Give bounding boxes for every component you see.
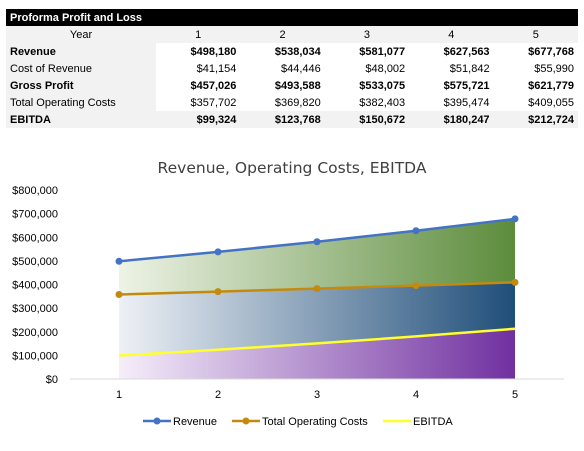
y-tick-label: $700,000 — [12, 209, 58, 221]
y-tick-label: $100,000 — [12, 350, 58, 362]
x-tick-label: 1 — [116, 389, 122, 401]
row-value: $357,702 — [190, 96, 237, 109]
row-value: $55,990 — [534, 62, 574, 75]
data-point — [214, 248, 222, 256]
table-row: Total Operating Costs $357,702 $369,820 $38… — [6, 94, 578, 111]
table-row: Gross Profit $457,026 $493,588 $533,075 $575… — [6, 77, 578, 94]
y-tick-label: $200,000 — [12, 327, 58, 339]
row-label: Total Operating Costs — [6, 94, 156, 111]
y-tick-label: $300,000 — [12, 303, 58, 315]
row-value: $99,324 — [156, 111, 241, 128]
y-tick-label: $800,000 — [12, 185, 58, 197]
row-value: $369,820 — [274, 96, 321, 109]
year-header: 1 — [156, 26, 241, 43]
data-point — [115, 290, 123, 298]
chart-areas — [70, 218, 564, 380]
row-label: Gross Profit — [6, 77, 156, 94]
legend-marker — [153, 417, 161, 425]
row-value: $382,403 — [359, 96, 406, 109]
chart-legend: Revenue Total Operating Costs EBITDA — [143, 416, 453, 428]
year-header: 5 — [493, 26, 578, 43]
x-tick-label: 5 — [512, 389, 518, 401]
row-value: $48,002 — [365, 62, 406, 75]
data-point — [511, 215, 519, 223]
data-point — [412, 227, 420, 235]
row-value: $621,779 — [528, 79, 574, 92]
x-tick-label: 2 — [215, 389, 221, 401]
row-value: $150,672 — [324, 111, 410, 128]
y-tick-label: $400,000 — [12, 280, 58, 292]
data-point — [511, 278, 519, 286]
row-value: $533,075 — [359, 79, 406, 92]
legend-label: Total Operating Costs — [262, 416, 368, 428]
row-value: $581,077 — [359, 45, 406, 58]
x-axis: 1 2 3 4 5 — [116, 389, 518, 401]
legend-marker — [242, 417, 250, 425]
ebitda-area — [119, 328, 515, 379]
row-value: $395,474 — [443, 96, 490, 109]
y-axis: $0 $100,000 $200,000 $300,000 $400,000 $500,0… — [12, 185, 58, 386]
row-value: $123,768 — [240, 111, 325, 128]
row-value: $41,154 — [196, 62, 237, 75]
row-value: $212,724 — [493, 111, 578, 128]
data-point — [214, 288, 222, 296]
chart-title: Revenue, Operating Costs, EBITDA — [158, 159, 427, 177]
x-tick-label: 3 — [314, 389, 320, 401]
revenue-area — [119, 218, 515, 295]
row-value: $493,588 — [274, 79, 321, 92]
x-tick-label: 4 — [413, 389, 419, 401]
row-value: $627,563 — [443, 45, 490, 58]
year-header: 3 — [324, 26, 410, 43]
table-row: Cost of Revenue $41,154 $44,446 $48,002 $51,… — [6, 60, 578, 77]
row-label: Cost of Revenue — [6, 60, 156, 77]
row-value: $498,180 — [190, 45, 237, 58]
chart-lines — [115, 215, 519, 357]
y-tick-label: $500,000 — [12, 256, 58, 268]
y-tick-label: $600,000 — [12, 232, 58, 244]
table-title: Proforma Profit and Loss — [6, 9, 578, 26]
row-value: $44,446 — [281, 62, 321, 75]
data-point — [313, 238, 321, 246]
revenue-costs-ebitda-chart: Revenue, Operating Costs, EBITDA $0 $100,… — [12, 159, 564, 428]
row-value: $409,055 — [528, 96, 574, 109]
row-label: EBITDA — [6, 111, 156, 128]
row-value: $180,247 — [409, 111, 494, 128]
legend-label: EBITDA — [413, 416, 453, 428]
profit-loss-table: Proforma Profit and Loss Year 1 2 3 4 5 Revenue… — [6, 9, 578, 128]
row-value: $51,842 — [449, 62, 490, 75]
row-value: $575,721 — [443, 79, 490, 92]
year-label: Year — [6, 26, 156, 43]
series-line — [118, 327, 516, 357]
year-header-row: Year 1 2 3 4 5 — [6, 26, 578, 43]
year-header: 2 — [240, 26, 325, 43]
operating-costs-area — [119, 282, 515, 356]
table-title-row: Proforma Profit and Loss — [6, 9, 578, 26]
legend-label: Revenue — [173, 416, 217, 428]
data-point — [115, 257, 123, 265]
row-label: Revenue — [6, 43, 156, 60]
row-value: $457,026 — [190, 79, 237, 92]
table-row: EBITDA $99,324 $123,768 $150,672 $180,247 $21… — [6, 111, 578, 128]
year-header: 4 — [409, 26, 494, 43]
y-tick-label: $0 — [46, 374, 58, 386]
row-value: $538,034 — [274, 45, 321, 58]
data-point — [313, 285, 321, 293]
row-value: $677,768 — [528, 45, 574, 58]
data-point — [412, 282, 420, 290]
table-row: Revenue $498,180 $538,034 $581,077 $627,563 $… — [6, 43, 578, 60]
